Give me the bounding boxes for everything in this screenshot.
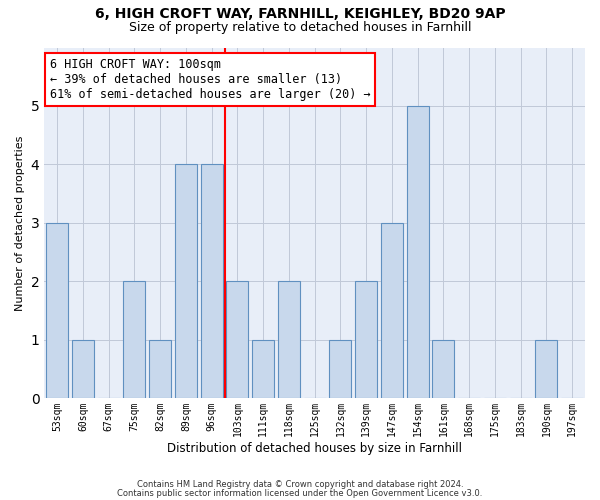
Text: Contains public sector information licensed under the Open Government Licence v3: Contains public sector information licen… (118, 489, 482, 498)
Y-axis label: Number of detached properties: Number of detached properties (15, 136, 25, 310)
Bar (46, 223, 68, 398)
Bar (278, 282, 300, 399)
Bar (381, 223, 403, 398)
Bar (355, 282, 377, 399)
Text: 6 HIGH CROFT WAY: 100sqm
← 39% of detached houses are smaller (13)
61% of semi-d: 6 HIGH CROFT WAY: 100sqm ← 39% of detach… (50, 58, 370, 101)
Bar (252, 340, 274, 398)
Bar (72, 340, 94, 398)
Bar (535, 340, 557, 398)
Bar (201, 164, 223, 398)
X-axis label: Distribution of detached houses by size in Farnhill: Distribution of detached houses by size … (167, 442, 462, 455)
Bar (329, 340, 352, 398)
Text: Contains HM Land Registry data © Crown copyright and database right 2024.: Contains HM Land Registry data © Crown c… (137, 480, 463, 489)
Bar (433, 340, 454, 398)
Text: 6, HIGH CROFT WAY, FARNHILL, KEIGHLEY, BD20 9AP: 6, HIGH CROFT WAY, FARNHILL, KEIGHLEY, B… (95, 8, 505, 22)
Bar (124, 282, 145, 399)
Bar (149, 340, 171, 398)
Bar (407, 106, 428, 399)
Bar (175, 164, 197, 398)
Bar (226, 282, 248, 399)
Text: Size of property relative to detached houses in Farnhill: Size of property relative to detached ho… (129, 21, 471, 34)
